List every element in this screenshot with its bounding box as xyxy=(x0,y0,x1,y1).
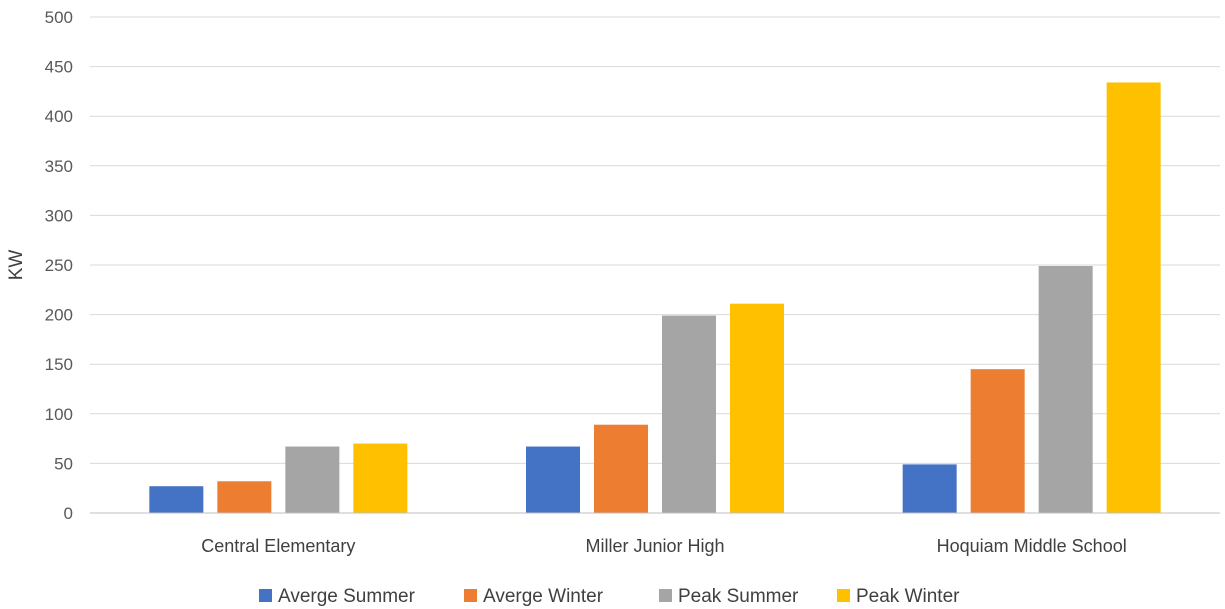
y-tick-label: 150 xyxy=(45,355,73,374)
bar xyxy=(149,486,204,513)
legend-label: Averge Summer xyxy=(278,586,416,607)
y-tick-label: 50 xyxy=(54,454,73,473)
bar xyxy=(217,481,272,513)
y-tick-label: 450 xyxy=(45,58,73,77)
y-tick-label: 250 xyxy=(45,256,73,275)
bars xyxy=(149,82,1161,514)
legend-label: Peak Winter xyxy=(856,586,960,607)
y-tick-label: 300 xyxy=(45,206,73,225)
x-category-label: Miller Junior High xyxy=(585,536,724,556)
y-tick-label: 200 xyxy=(45,306,73,325)
bar xyxy=(526,446,580,513)
x-category-label: Central Elementary xyxy=(201,536,355,556)
category-labels: Central Elementary Miller Junior High Hoqu… xyxy=(201,536,1126,556)
bar xyxy=(1038,265,1093,513)
bar xyxy=(662,315,716,513)
bar xyxy=(1106,82,1161,514)
y-tick-label: 500 xyxy=(45,8,73,27)
gridlines xyxy=(90,16,1220,464)
legend-label: Peak Summer xyxy=(678,586,799,607)
y-axis-ticks: 0 50 100 150 200 250 300 350 400 450 500 xyxy=(45,8,73,523)
y-tick-label: 0 xyxy=(64,504,73,523)
bar xyxy=(730,303,784,513)
y-tick-label: 350 xyxy=(45,157,73,176)
legend-swatch xyxy=(659,589,672,602)
bar xyxy=(902,464,957,513)
bar xyxy=(285,446,340,513)
legend-swatch xyxy=(837,589,850,602)
legend: Averge Summer Averge Winter Peak Summer Pea… xyxy=(259,586,960,607)
bar xyxy=(970,369,1025,513)
y-tick-label: 100 xyxy=(45,405,73,424)
legend-swatch xyxy=(259,589,272,602)
legend-swatch xyxy=(464,589,477,602)
y-axis-title: KW xyxy=(6,250,27,281)
y-tick-label: 400 xyxy=(45,107,73,126)
x-category-label: Hoquiam Middle School xyxy=(937,536,1127,556)
bar xyxy=(353,443,408,513)
bar xyxy=(594,424,648,513)
legend-label: Averge Winter xyxy=(483,586,604,607)
